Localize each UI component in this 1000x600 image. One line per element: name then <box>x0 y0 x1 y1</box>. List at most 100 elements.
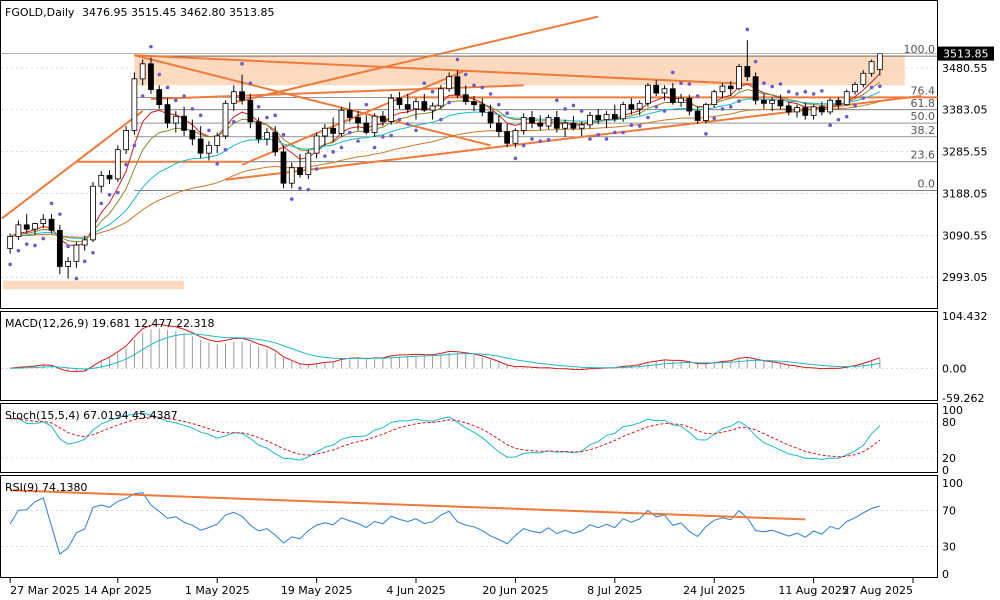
axis-layer: 3480.55 3383.05 3285.55 3188.05 3090.55 2993.… <box>9 62 988 597</box>
psar-dot <box>869 85 874 90</box>
candle-body <box>15 224 22 237</box>
macd-axis-label: -59.262 <box>942 392 984 405</box>
candle-body <box>852 84 858 93</box>
candle-body <box>512 129 519 144</box>
date-tick-label: 14 Apr 2025 <box>84 584 152 597</box>
psar-dot <box>455 57 460 62</box>
candle-body <box>297 167 303 176</box>
macd-panel[interactable] <box>0 311 938 401</box>
candle-body <box>611 114 618 120</box>
psar-dot <box>662 109 667 113</box>
candle-body <box>114 149 121 180</box>
candle-body <box>164 104 171 124</box>
rsi-panel[interactable] <box>0 475 938 578</box>
fib-level-label: 23.6 <box>911 149 936 162</box>
ma-slow-line <box>10 101 881 238</box>
psar-dot <box>91 250 95 255</box>
candle-body <box>495 122 502 133</box>
candle-body <box>545 117 552 127</box>
candle-body <box>818 106 825 113</box>
psar-dot <box>811 92 816 96</box>
candle-body <box>255 121 262 140</box>
candle-body <box>860 72 867 85</box>
psar-dot <box>140 94 145 98</box>
psar-dot <box>281 132 286 137</box>
candle-body <box>678 97 684 103</box>
psar-dot <box>853 103 857 108</box>
psar-dot <box>66 244 70 249</box>
macd-line <box>10 323 881 372</box>
macd-layer <box>1 323 937 372</box>
price-tick-label: 3188.05 <box>942 187 988 200</box>
psar-dot <box>447 100 451 105</box>
candle-body <box>7 236 14 249</box>
candle-body <box>346 109 353 118</box>
psar-dot <box>306 187 311 192</box>
trendline-mid <box>150 84 524 101</box>
candle-body <box>338 109 345 134</box>
rsi-axis-label: 70 <box>942 504 956 517</box>
psar-dot <box>820 89 824 93</box>
candle-body <box>404 104 411 110</box>
psar-dot <box>74 276 79 281</box>
psar-dot <box>613 130 617 135</box>
trendline-upper <box>233 15 599 104</box>
stoch-panel[interactable] <box>0 403 938 473</box>
psar-dot <box>836 117 841 122</box>
candle-body <box>247 99 254 123</box>
psar-dot <box>314 167 319 171</box>
candle-body <box>98 175 105 187</box>
psar-dot <box>513 156 518 161</box>
psar-dot <box>637 124 642 128</box>
psar-dot <box>728 104 733 109</box>
candle-body <box>189 129 196 140</box>
date-tick-label: 20 Jun 2025 <box>482 584 548 597</box>
candle-body <box>653 84 660 94</box>
fib-level-label: 61.8 <box>911 97 936 110</box>
candle-body <box>603 114 610 121</box>
candle-body <box>686 97 693 112</box>
psar-dot <box>687 82 692 86</box>
candle-body <box>570 122 577 129</box>
rsi-trendline <box>10 489 806 521</box>
candle-body <box>537 122 544 127</box>
psar-dot <box>414 128 418 133</box>
candle-body <box>106 175 113 180</box>
price-panel[interactable] <box>0 0 938 309</box>
psar-dot <box>223 147 228 152</box>
psar-dot <box>679 81 683 85</box>
candle-body <box>694 110 701 121</box>
candle-body <box>131 78 138 131</box>
candle-body <box>222 102 229 137</box>
candle-body <box>719 85 726 93</box>
price-tick-label: 3090.55 <box>942 229 988 242</box>
psar-dot <box>563 107 567 111</box>
last-price-label: 3513.85 <box>943 48 989 61</box>
candle-body <box>40 218 47 224</box>
ma-fast-line <box>9 73 881 246</box>
psar-dot <box>240 62 244 66</box>
candle-body <box>90 185 96 241</box>
psar-dot <box>347 130 352 135</box>
psar-dot <box>778 82 783 86</box>
candle-body <box>413 101 419 110</box>
candle-body <box>620 104 626 120</box>
psar-dot <box>878 84 882 89</box>
candle-body <box>56 230 63 267</box>
candle-body <box>206 145 212 154</box>
candle-body <box>562 122 568 129</box>
date-tick-label: 24 Jul 2025 <box>683 584 745 597</box>
psar-dot <box>16 248 21 253</box>
date-tick-label: 8 Jul 2025 <box>587 584 642 597</box>
candle-body <box>214 135 221 146</box>
candle-body <box>288 167 295 184</box>
psar-dot <box>339 145 344 150</box>
psar-dot <box>670 70 675 75</box>
candle-body <box>661 88 668 94</box>
candle-body <box>264 132 270 140</box>
candle-body <box>313 135 320 154</box>
candle-body <box>388 97 395 122</box>
psar-dot <box>41 236 46 241</box>
psar-dot <box>530 137 534 141</box>
